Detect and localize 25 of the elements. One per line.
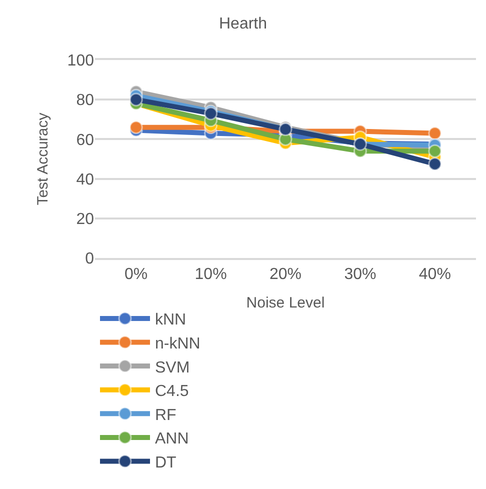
x-tick-label: 0% <box>124 266 148 283</box>
x-tick-label: 30% <box>344 266 376 283</box>
y-tick-label: 100 <box>67 52 94 70</box>
legend-label: n-kNN <box>155 336 200 352</box>
y-tick-label: 60 <box>76 132 94 149</box>
point <box>129 92 143 106</box>
x-tick-label: 40% <box>418 266 451 283</box>
point <box>428 126 442 140</box>
point <box>428 157 442 171</box>
x-tick-label: 20% <box>269 266 302 283</box>
y-tick-label: 40 <box>76 171 94 188</box>
point <box>129 120 143 134</box>
y-tick-label: 20 <box>76 211 94 228</box>
legend-label: kNN <box>155 312 186 329</box>
y-tick-label: 80 <box>76 92 94 110</box>
y-tick-label: 0 <box>85 250 94 268</box>
legend-label: C4.5 <box>155 383 189 400</box>
legend-label: DT <box>155 454 177 472</box>
y-axis-title: Test Accuracy <box>34 112 52 206</box>
legend-label: RF <box>155 406 177 424</box>
x-axis-title: Noise Level <box>246 294 325 312</box>
legend-label: SVM <box>155 359 190 376</box>
chart-title: Hearth <box>218 15 268 32</box>
x-tick-label: 10% <box>194 266 227 283</box>
legend-label: ANN <box>155 430 189 448</box>
